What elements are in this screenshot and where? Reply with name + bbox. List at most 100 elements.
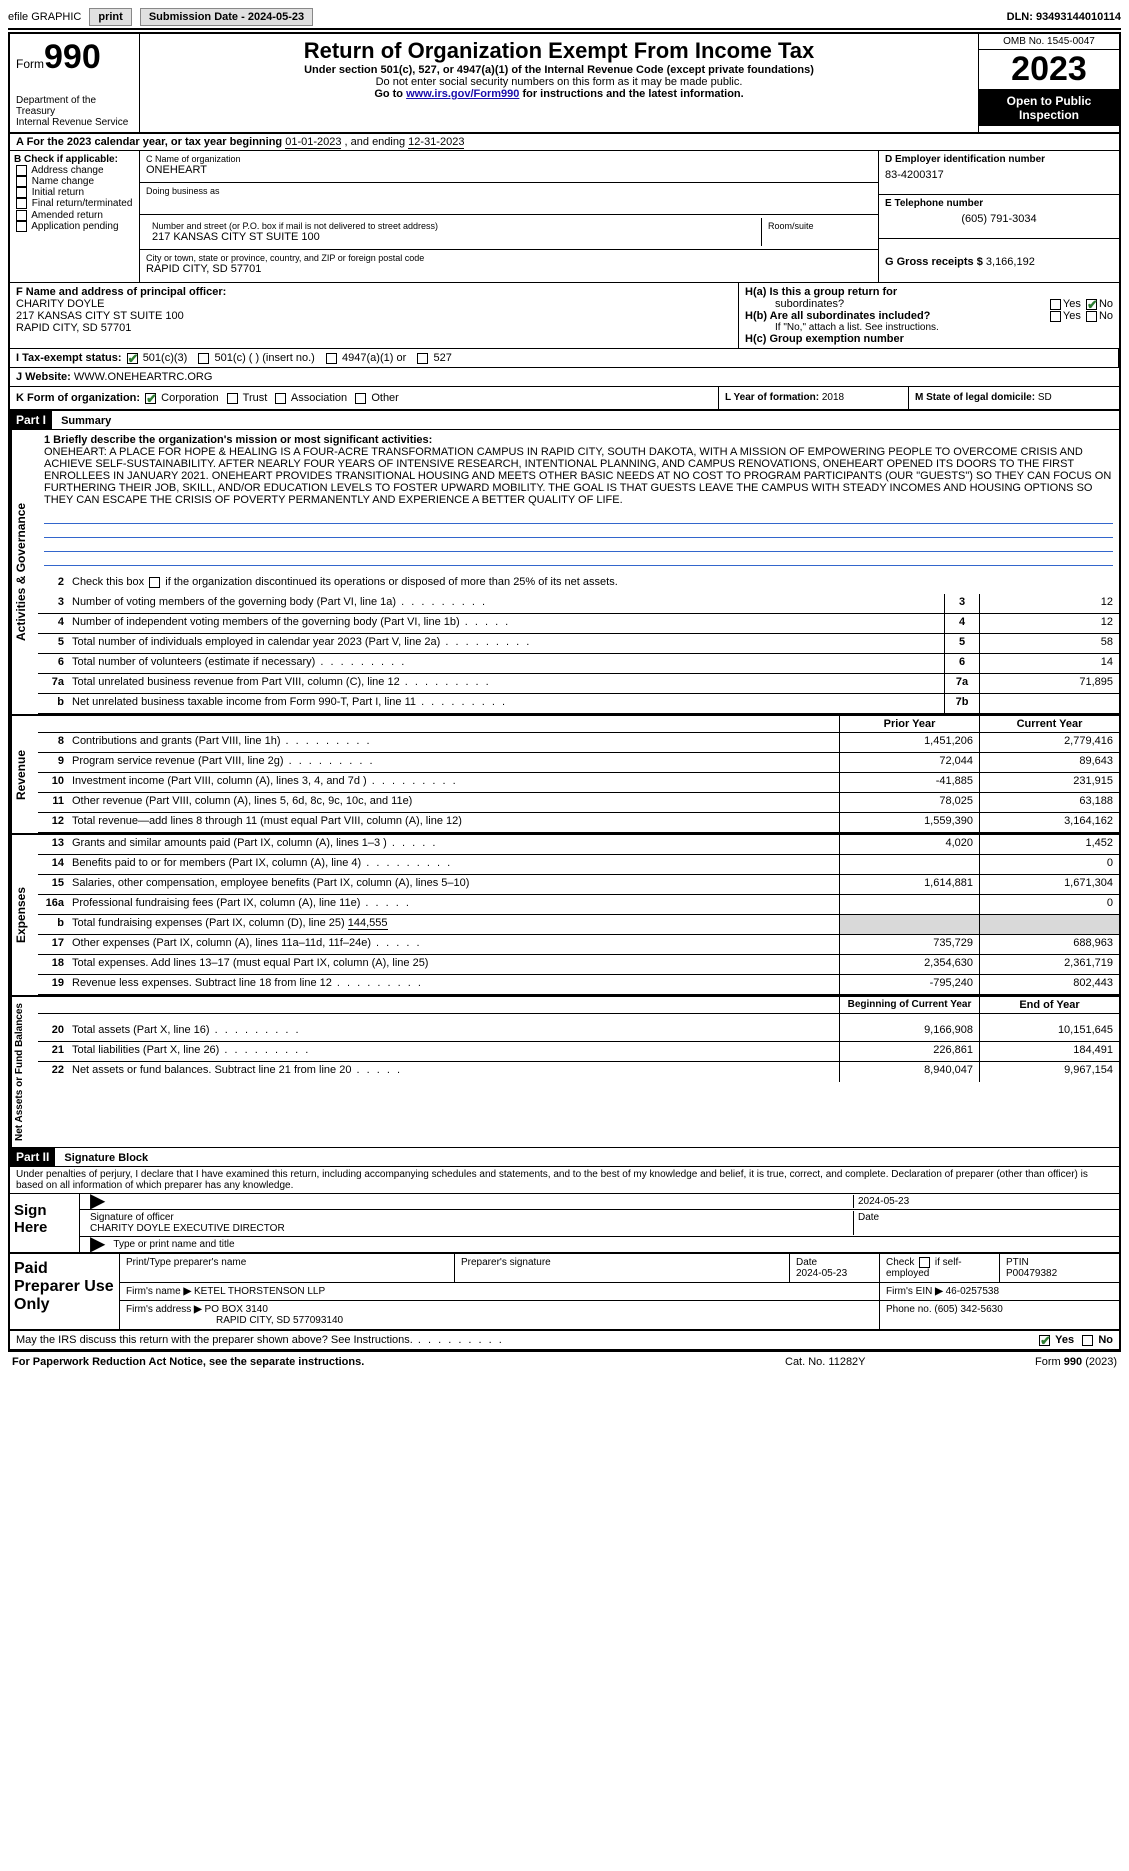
open-inspection: Open to Public Inspection	[979, 90, 1119, 126]
year-form-val: 2018	[822, 392, 844, 403]
arrow-icon-2: ▶	[86, 1238, 109, 1251]
prep-name-lbl: Print/Type preparer's name	[120, 1254, 454, 1282]
l20-txt: Total assets (Part X, line 16)	[68, 1014, 839, 1041]
l13-prior: 4,020	[839, 835, 979, 854]
firm-ein-lbl: Firm's EIN	[886, 1286, 935, 1297]
row-klm: K Form of organization: Corporation Trus…	[10, 387, 1119, 411]
section-activities: Activities & Governance 1 Briefly descri…	[10, 430, 1119, 716]
cb-amended[interactable]	[16, 210, 27, 221]
cb-ha-yes[interactable]	[1050, 299, 1061, 310]
l13-txt: Grants and similar amounts paid (Part IX…	[68, 835, 839, 854]
cb-hb-no[interactable]	[1086, 311, 1097, 322]
colC-city-lbl: City or town, state or province, country…	[146, 253, 872, 263]
form-org-lbl: K Form of organization:	[16, 392, 140, 404]
part-ii-header: Part II Signature Block	[10, 1148, 1119, 1167]
sign-here-label: Sign Here	[10, 1194, 80, 1252]
cb-4947[interactable]	[326, 353, 337, 364]
row-i: I Tax-exempt status: 501(c)(3) 501(c) ( …	[10, 349, 1119, 368]
l11-txt: Other revenue (Part VIII, column (A), li…	[68, 793, 839, 812]
cb-self-employed[interactable]	[919, 1257, 930, 1268]
tax-year-begin: 01-01-2023	[285, 136, 341, 149]
l22-txt: Net assets or fund balances. Subtract li…	[68, 1062, 839, 1082]
cb-app-pending[interactable]	[16, 221, 27, 232]
colB-3: Final return/terminated	[32, 199, 133, 210]
l5-txt: Total number of individuals employed in …	[68, 634, 944, 653]
l10-cur: 231,915	[979, 773, 1119, 792]
tax-status-lbl: I Tax-exempt status:	[16, 352, 122, 364]
goto-link[interactable]: www.irs.gov/Form990	[406, 88, 519, 100]
l11-prior: 78,025	[839, 793, 979, 812]
cb-501c[interactable]	[198, 353, 209, 364]
colB-0: Address change	[31, 165, 103, 176]
l18-txt: Total expenses. Add lines 13–17 (must eq…	[68, 955, 839, 974]
vtab-expenses: Expenses	[10, 835, 38, 995]
firm-phone-lbl: Phone no.	[886, 1304, 934, 1315]
footer-mid: Cat. No. 11282Y	[781, 1354, 941, 1370]
l7a-val: 71,895	[979, 674, 1119, 693]
mayirs-no: No	[1098, 1334, 1113, 1346]
officer-lbl: F Name and address of principal officer:	[16, 286, 226, 298]
l8-prior: 1,451,206	[839, 733, 979, 752]
l4-val: 12	[979, 614, 1119, 633]
officer-addr2: RAPID CITY, SD 57701	[16, 322, 732, 334]
vtab-revenue: Revenue	[10, 716, 38, 833]
opt-other: Other	[371, 392, 399, 404]
opt-501c: 501(c) ( ) (insert no.)	[215, 352, 315, 364]
cb-mayirs-no[interactable]	[1082, 1335, 1093, 1346]
may-irs-text: May the IRS discuss this return with the…	[16, 1334, 413, 1346]
form-number: 990	[44, 38, 101, 76]
cb-name-change[interactable]	[16, 176, 27, 187]
l21-prior: 226,861	[839, 1042, 979, 1061]
officer-name: CHARITY DOYLE	[16, 298, 732, 310]
signature-block: Under penalties of perjury, I declare th…	[10, 1167, 1119, 1254]
ha-lbl: H(a) Is this a group return for	[745, 286, 897, 298]
l15-txt: Salaries, other compensation, employee b…	[68, 875, 839, 894]
l7a-txt: Total unrelated business revenue from Pa…	[68, 674, 944, 693]
cb-initial-return[interactable]	[16, 187, 27, 198]
l19-txt: Revenue less expenses. Subtract line 18 …	[68, 975, 839, 994]
ein-value: 83-4200317	[885, 169, 1113, 181]
cb-address-change[interactable]	[16, 165, 27, 176]
prep-sig-lbl: Preparer's signature	[454, 1254, 789, 1282]
submission-date-button[interactable]: Submission Date - 2024-05-23	[140, 8, 313, 26]
l3-val: 12	[979, 594, 1119, 613]
cb-mayirs-yes[interactable]	[1039, 1335, 1050, 1346]
firm-phone: (605) 342-5630	[934, 1304, 1002, 1315]
l14-cur: 0	[979, 855, 1119, 874]
cb-line2[interactable]	[149, 577, 160, 588]
cb-ha-no[interactable]	[1086, 299, 1097, 310]
dept-label: Department of the Treasury	[16, 95, 133, 117]
sig-officer-name: CHARITY DOYLE EXECUTIVE DIRECTOR	[90, 1223, 849, 1234]
l6-val: 14	[979, 654, 1119, 673]
l16b-cur-gray	[979, 915, 1119, 934]
officer-addr1: 217 KANSAS CITY ST SUITE 100	[16, 310, 732, 322]
cb-501c3[interactable]	[127, 353, 138, 364]
ha-no: No	[1099, 298, 1113, 310]
l8-txt: Contributions and grants (Part VIII, lin…	[68, 733, 839, 752]
l14-txt: Benefits paid to or for members (Part IX…	[68, 855, 839, 874]
cb-trust[interactable]	[227, 393, 238, 404]
mission-text: ONEHEART: A PLACE FOR HOPE & HEALING IS …	[44, 446, 1111, 506]
part-i-title: Summary	[55, 415, 111, 427]
colB-2: Initial return	[32, 187, 84, 198]
part-ii-label: Part II	[10, 1148, 55, 1166]
cb-other[interactable]	[355, 393, 366, 404]
cb-assoc[interactable]	[275, 393, 286, 404]
omb-label: OMB No. 1545-0047	[979, 34, 1119, 50]
cb-final-return[interactable]	[16, 198, 27, 209]
l20-cur: 10,151,645	[979, 1014, 1119, 1041]
rowA-mid: , and ending	[345, 136, 409, 148]
print-button[interactable]: print	[89, 8, 131, 26]
l20-prior: 9,166,908	[839, 1014, 979, 1041]
tax-year: 2023	[979, 50, 1119, 90]
cb-527[interactable]	[417, 353, 428, 364]
col-d: D Employer identification number 83-4200…	[879, 151, 1119, 282]
ha-yes: Yes	[1063, 298, 1081, 310]
sig-declaration: Under penalties of perjury, I declare th…	[10, 1167, 1119, 1194]
hdr-current: Current Year	[979, 716, 1119, 732]
uline-4	[44, 552, 1113, 566]
l9-prior: 72,044	[839, 753, 979, 772]
row-j: J Website: WWW.ONEHEARTRC.ORG	[10, 368, 1119, 387]
cb-corp[interactable]	[145, 393, 156, 404]
cb-hb-yes[interactable]	[1050, 311, 1061, 322]
